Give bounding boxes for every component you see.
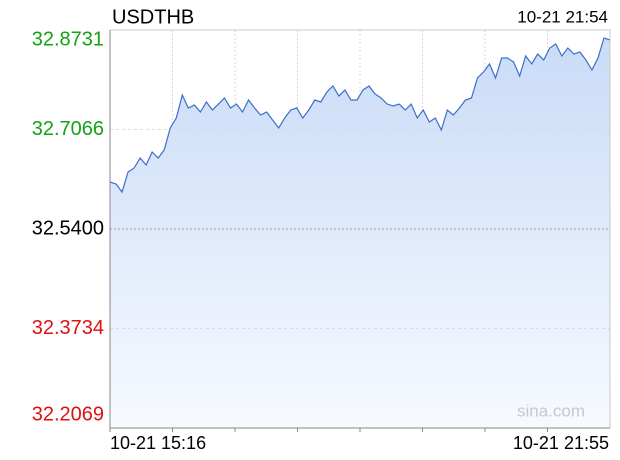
x-tick-label: 10-21 15:16 (110, 433, 206, 453)
timestamp: 10-21 21:54 (517, 7, 608, 26)
y-tick-label: 32.2069 (32, 403, 104, 425)
y-tick-label: 32.7066 (32, 118, 104, 140)
watermark: sina.com (517, 401, 585, 420)
y-tick-label: 32.8731 (32, 28, 104, 50)
chart-title: USDTHB (112, 6, 194, 28)
price-line (109, 37, 611, 194)
y-tick-label: 32.3734 (32, 317, 104, 339)
x-tick-label: 10-21 21:55 (513, 433, 609, 453)
y-tick-label: 32.5400 (32, 217, 104, 239)
area (110, 38, 610, 428)
